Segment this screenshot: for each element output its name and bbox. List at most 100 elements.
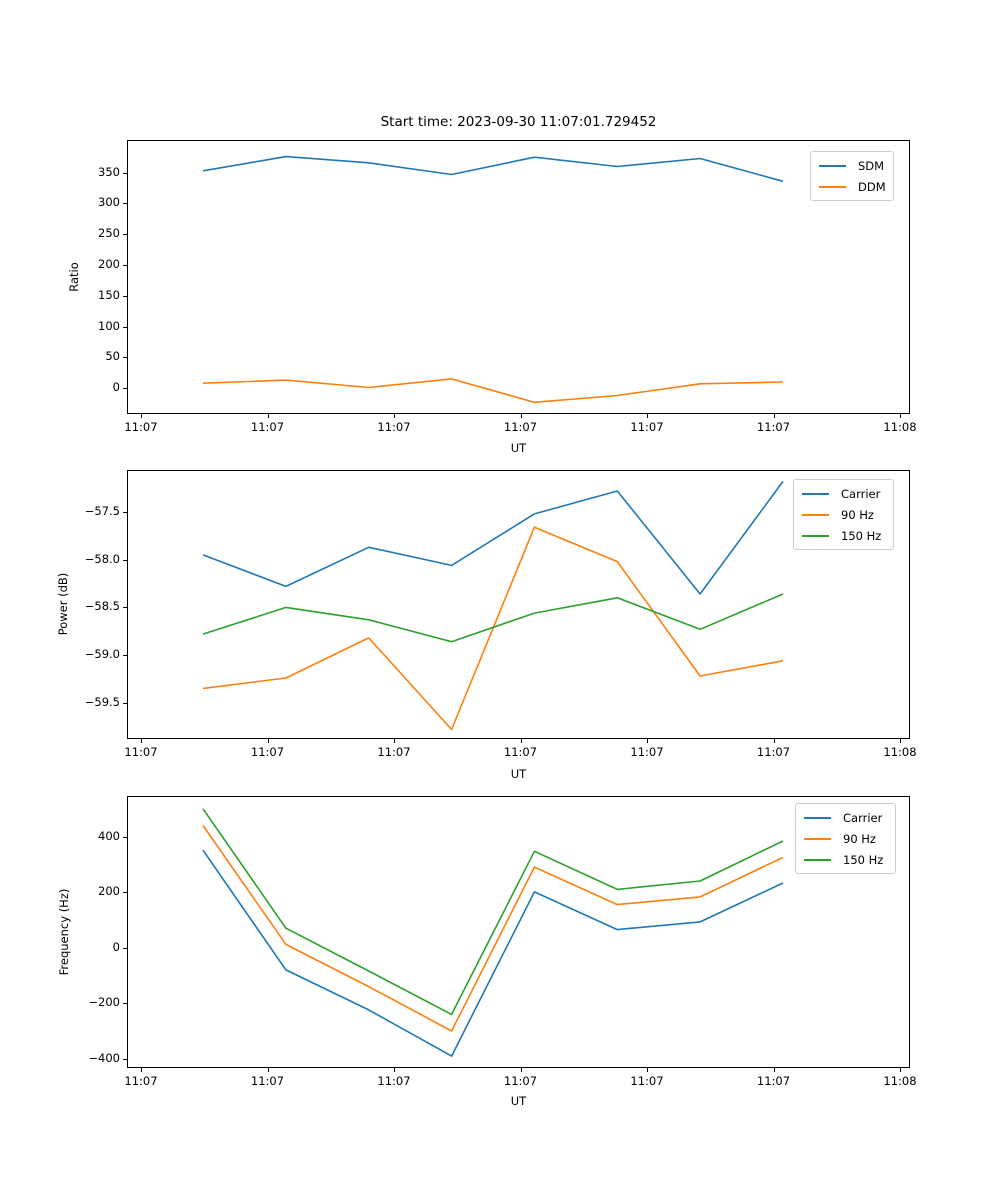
x-tick-mark [647, 1068, 648, 1072]
y-tick-label: −58.5 [84, 599, 120, 614]
legend-label: Carrier [843, 810, 883, 825]
y-tick-label: 250 [98, 226, 120, 241]
y-tick-mark [123, 234, 127, 236]
x-tick-mark [900, 739, 901, 743]
y-tick-mark [123, 892, 127, 894]
y-tick-mark [123, 655, 127, 657]
x-tick-label: 11:07 [756, 1074, 791, 1088]
ut-axis-label-bottom: UT [510, 1094, 527, 1108]
y-tick-label: −59.0 [84, 647, 120, 662]
y-tick-mark [123, 172, 127, 174]
legend-line-sample [804, 816, 831, 819]
axes-box-0 [127, 140, 910, 414]
x-tick-label: 11:07 [503, 745, 538, 759]
legend-line-sample [802, 492, 829, 495]
legend-line-sample [802, 534, 829, 537]
y-tick-mark [123, 512, 127, 513]
x-tick-mark [647, 739, 648, 743]
x-tick-label: 11:07 [377, 1074, 411, 1088]
x-tick-mark [267, 414, 269, 418]
x-tick-mark [141, 739, 142, 743]
y-tick-label: 200 [98, 884, 120, 899]
series-line-90-hz [202, 825, 784, 1032]
y-tick-mark [123, 1058, 127, 1060]
y-tick-label: 200 [98, 257, 120, 271]
x-tick-mark [267, 1068, 269, 1072]
y-tick-label: 100 [98, 318, 120, 333]
legend-entry-90-hz: 90 Hz [794, 504, 893, 525]
x-tick-label: 11:07 [124, 420, 158, 434]
legend-entry-carrier: Carrier [794, 483, 893, 504]
y-tick-label: −58.0 [84, 551, 120, 566]
x-tick-label: 11:07 [503, 1074, 538, 1088]
y-tick-mark [123, 203, 127, 205]
y-tick-mark [123, 702, 127, 704]
series-line-90-hz [202, 526, 784, 731]
series-line-ddm [202, 378, 784, 404]
plot-area-2 [202, 808, 784, 1057]
x-tick-mark [773, 739, 775, 743]
y-tick-label: −400 [88, 1050, 120, 1065]
x-tick-label: 11:07 [250, 420, 285, 434]
plot-area-1 [202, 480, 784, 731]
legend-label: 90 Hz [841, 507, 874, 522]
x-tick-mark [647, 414, 648, 418]
legend-1: Carrier 90 Hz 150 Hz [793, 479, 894, 550]
y-tick-label: −59.5 [84, 694, 120, 709]
y-tick-mark [123, 357, 127, 359]
x-tick-mark [394, 414, 395, 418]
legend-entry-ddm: DDM [811, 176, 893, 197]
legend-entry-carrier: Carrier [796, 807, 895, 828]
y-tick-mark [123, 836, 127, 838]
legend-line-sample [802, 513, 829, 516]
y-tick-label: 0 [112, 939, 120, 954]
series-line-carrier [202, 480, 784, 595]
ut-axis-label-top: UT [510, 441, 527, 455]
x-tick-mark [394, 739, 395, 743]
y-tick-label: 350 [98, 164, 120, 179]
y-tick-label: −57.5 [84, 504, 120, 518]
legend-label: 90 Hz [843, 831, 876, 846]
legend-entry-150-hz: 150 Hz [796, 849, 895, 870]
x-tick-mark [141, 1068, 142, 1072]
x-tick-mark [900, 414, 901, 418]
y-tick-mark [123, 559, 127, 561]
y-tick-mark [123, 265, 127, 266]
figure-title: Start time: 2023-09-30 11:07:01.729452 [380, 114, 657, 130]
series-line-carrier [202, 849, 784, 1057]
plot-area-0 [202, 155, 784, 404]
legend-line-sample [819, 185, 846, 188]
legend-label: DDM [858, 179, 886, 194]
legend-2: Carrier 90 Hz 150 Hz [795, 803, 896, 874]
x-tick-label: 11:08 [883, 1074, 917, 1088]
axes-box-1 [127, 470, 910, 739]
x-tick-label: 11:07 [377, 745, 411, 759]
x-tick-mark [520, 414, 522, 418]
legend-label: SDM [858, 158, 885, 173]
y-tick-label: 300 [98, 195, 120, 210]
y-tick-mark [123, 1003, 127, 1005]
x-tick-mark [773, 1068, 775, 1072]
y-tick-mark [123, 388, 127, 390]
series-line-150-hz [202, 593, 784, 643]
x-tick-label: 11:07 [124, 745, 158, 759]
x-tick-label: 11:07 [630, 745, 664, 759]
y-tick-label: −200 [88, 995, 120, 1010]
x-tick-label: 11:07 [250, 1074, 285, 1088]
legend-0: SDM DDM [810, 151, 894, 201]
x-tick-mark [394, 1068, 395, 1072]
y-tick-label: 400 [98, 828, 120, 843]
legend-entry-90-hz: 90 Hz [796, 828, 895, 849]
legend-label: Carrier [841, 486, 881, 501]
legend-label: 150 Hz [841, 528, 882, 543]
x-tick-mark [267, 739, 269, 743]
legend-entry-150-hz: 150 Hz [794, 525, 893, 546]
x-tick-label: 11:08 [883, 420, 917, 434]
legend-entry-sdm: SDM [811, 155, 893, 176]
legend-line-sample [804, 858, 831, 861]
y-tick-mark [123, 607, 127, 609]
x-tick-mark [773, 414, 775, 418]
x-tick-label: 11:07 [124, 1074, 158, 1088]
y-tick-mark [123, 947, 127, 949]
